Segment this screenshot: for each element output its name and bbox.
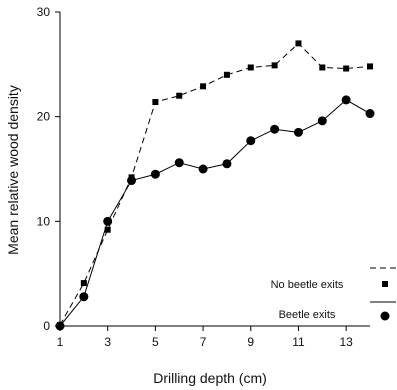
y-axis-label: Mean relative wood density xyxy=(5,85,21,255)
x-axis-label: Drilling depth (cm) xyxy=(153,370,267,386)
x-tick-label-11: 11 xyxy=(292,335,305,349)
beetle-exits-point-10 xyxy=(270,124,280,134)
no-beetle-exits-point-5 xyxy=(152,99,159,106)
axes xyxy=(59,12,370,327)
series-markers xyxy=(55,40,375,331)
beetle-exits-point-3 xyxy=(103,216,113,226)
legend-beetle-label: Beetle exits xyxy=(279,309,336,321)
beetle-exits-point-6 xyxy=(174,158,184,168)
no-beetle-exits-point-12 xyxy=(319,64,326,71)
no-beetle-exits-point-13 xyxy=(343,65,350,72)
x-tick-label-3: 3 xyxy=(104,335,111,349)
y-tick-label-0: 0 xyxy=(43,319,50,333)
no-beetle-exits-point-3 xyxy=(104,226,111,233)
y-tick-label-10: 10 xyxy=(37,214,51,228)
beetle-exits-point-14 xyxy=(365,109,375,119)
beetle-exits-point-9 xyxy=(246,136,256,146)
beetle-exits-point-1 xyxy=(55,321,65,331)
beetle-exits-point-12 xyxy=(317,116,327,126)
beetle-exits-point-13 xyxy=(341,95,351,105)
no-beetle-exits-point-8 xyxy=(223,71,230,78)
legend: No beetle exits Beetle exits xyxy=(271,267,396,321)
no-beetle-exits-point-10 xyxy=(271,62,278,69)
beetle-exits-point-7 xyxy=(198,164,208,174)
beetle-exits-point-11 xyxy=(293,127,303,137)
no-beetle-exits-point-7 xyxy=(200,83,207,90)
beetle-exits-point-2 xyxy=(79,292,89,302)
no-beetle-exits-point-2 xyxy=(80,280,87,287)
y-tick-label-30: 30 xyxy=(37,5,51,19)
no-beetle-exits-point-14 xyxy=(367,63,373,70)
x-tick-label-1: 1 xyxy=(57,335,64,349)
beetle-exits-point-4 xyxy=(127,176,137,186)
series-line-beetle-exits xyxy=(59,99,371,327)
no-beetle-exits-point-11 xyxy=(295,40,302,47)
beetle-exits-point-8 xyxy=(222,159,232,169)
no-beetle-exits-point-6 xyxy=(176,92,183,99)
x-axis-ticks: 1 3 5 7 9 11 13 xyxy=(57,326,353,349)
x-tick-label-9: 9 xyxy=(247,335,254,349)
beetle-exits-point-5 xyxy=(150,169,160,179)
no-beetle-exits-point-9 xyxy=(247,64,254,71)
legend-no-beetle-marker xyxy=(382,281,388,287)
x-tick-label-13: 13 xyxy=(339,335,353,349)
legend-no-beetle-label: No beetle exits xyxy=(271,279,344,291)
y-axis-ticks: 0 10 20 30 xyxy=(37,5,60,333)
legend-beetle-marker xyxy=(380,311,390,321)
y-tick-label-20: 20 xyxy=(37,110,51,124)
x-tick-label-5: 5 xyxy=(152,335,159,349)
x-tick-label-7: 7 xyxy=(200,335,207,349)
